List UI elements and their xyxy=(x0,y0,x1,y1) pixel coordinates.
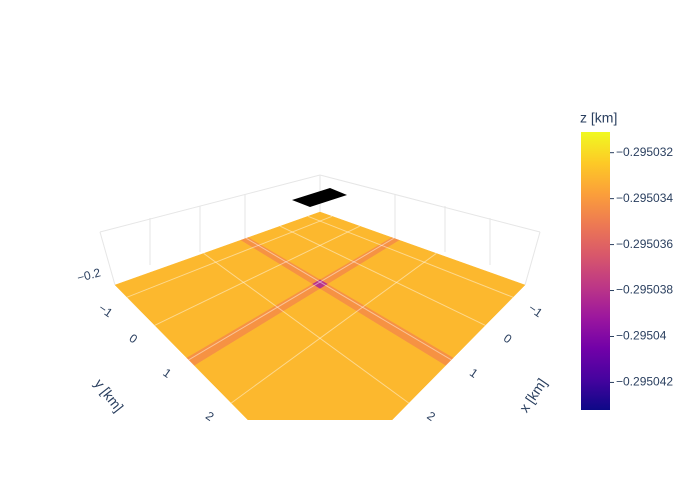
colorbar-tick-label: −0.295032 xyxy=(616,145,673,159)
x-tick-label: 2 xyxy=(424,409,438,424)
grid-line xyxy=(246,237,452,361)
grid-line xyxy=(154,225,360,326)
surface-patch xyxy=(292,188,347,207)
grid-line xyxy=(280,225,486,326)
y-tick-label: −1 xyxy=(96,301,116,321)
y-tick-label: 0 xyxy=(127,331,141,346)
x-axis-title: x [km] xyxy=(516,375,550,415)
colorbar-title: z [km] xyxy=(580,110,617,126)
x-tick-label: −1 xyxy=(526,301,546,321)
grid-line xyxy=(126,215,333,298)
colorbar-tick-label: −0.295034 xyxy=(616,191,673,205)
y-tick-label: 2 xyxy=(203,409,217,424)
back-walls xyxy=(99,174,541,286)
y-tick-label: 1 xyxy=(160,365,174,380)
grid-line xyxy=(230,253,437,404)
surface-cell xyxy=(194,288,446,420)
colorbar-tick-label: −0.295042 xyxy=(616,375,673,389)
surface xyxy=(114,211,526,420)
grid-line xyxy=(203,253,410,404)
colorbar-tick-label: −0.295038 xyxy=(616,283,673,297)
x-tick-label: 1 xyxy=(467,365,481,380)
z-tick-label: −0.2 xyxy=(76,265,103,285)
colorbar-tick-label: −0.295036 xyxy=(616,237,673,251)
grid-line xyxy=(188,237,394,361)
grid-line xyxy=(307,215,514,298)
x-tick-label: 0 xyxy=(501,331,515,346)
colorbar xyxy=(581,132,610,410)
y-axis-title: y [km] xyxy=(91,376,127,415)
colorbar-tick-label: −0.29504 xyxy=(616,329,667,343)
